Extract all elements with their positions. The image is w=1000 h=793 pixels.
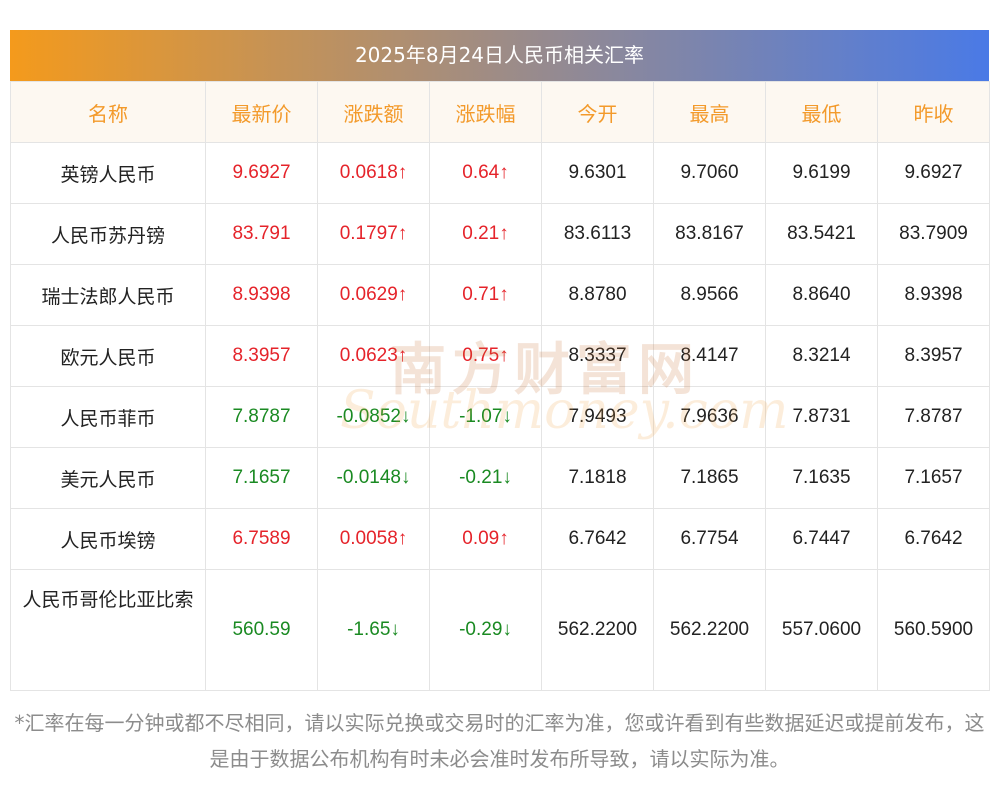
cell-pct: 0.71↑ [429, 264, 542, 326]
cell-low: 83.5421 [765, 203, 878, 265]
header-pct: 涨跌幅 [429, 81, 542, 143]
cell-latest: 8.9398 [205, 264, 318, 326]
cell-name: 欧元人民币 [10, 325, 206, 387]
cell-open: 9.6301 [541, 142, 654, 204]
header-name: 名称 [10, 81, 206, 143]
table-row: 人民币埃镑 6.7589 0.0058↑ 0.09↑ 6.7642 6.7754 6.744… [10, 508, 990, 570]
cell-low: 9.6199 [765, 142, 878, 204]
cell-high: 8.4147 [653, 325, 766, 387]
header-low: 最低 [765, 81, 878, 143]
table-row: 英镑人民币 9.6927 0.0618↑ 0.64↑ 9.6301 9.7060 9.619… [10, 142, 990, 204]
header-change: 涨跌额 [317, 81, 430, 143]
cell-name: 人民币苏丹镑 [10, 203, 206, 265]
cell-name: 美元人民币 [10, 447, 206, 509]
cell-high: 7.1865 [653, 447, 766, 509]
cell-prev: 83.7909 [877, 203, 990, 265]
cell-prev: 6.7642 [877, 508, 990, 570]
cell-open: 83.6113 [541, 203, 654, 265]
table-row: 人民币菲币 7.8787 -0.0852↓ -1.07↓ 7.9493 7.9636 7.8… [10, 386, 990, 448]
cell-change: 0.1797↑ [317, 203, 430, 265]
cell-name: 人民币埃镑 [10, 508, 206, 570]
cell-prev: 560.5900 [877, 569, 990, 691]
cell-latest: 83.791 [205, 203, 318, 265]
cell-pct: 0.75↑ [429, 325, 542, 387]
cell-high: 8.9566 [653, 264, 766, 326]
table-row: 欧元人民币 8.3957 0.0623↑ 0.75↑ 8.3337 8.4147 8.321… [10, 325, 990, 387]
cell-low: 8.8640 [765, 264, 878, 326]
cell-latest: 6.7589 [205, 508, 318, 570]
cell-pct: -1.07↓ [429, 386, 542, 448]
cell-prev: 8.9398 [877, 264, 990, 326]
table-header-row: 名称 最新价 涨跌额 涨跌幅 今开 最高 最低 昨收 [10, 81, 990, 143]
table-row: 美元人民币 7.1657 -0.0148↓ -0.21↓ 7.1818 7.1865 7.1… [10, 447, 990, 509]
cell-low: 7.8731 [765, 386, 878, 448]
cell-open: 7.9493 [541, 386, 654, 448]
cell-name: 人民币哥伦比亚比索 [10, 569, 206, 691]
table-row: 人民币苏丹镑 83.791 0.1797↑ 0.21↑ 83.6113 83.8167 83… [10, 203, 990, 265]
cell-change: 0.0623↑ [317, 325, 430, 387]
cell-change: 0.0618↑ [317, 142, 430, 204]
cell-pct: 0.09↑ [429, 508, 542, 570]
rate-table: 名称 最新价 涨跌额 涨跌幅 今开 最高 最低 昨收 英镑人民币 9.6927 0.… [10, 81, 990, 691]
header-high: 最高 [653, 81, 766, 143]
cell-name: 瑞士法郎人民币 [10, 264, 206, 326]
cell-change: 0.0058↑ [317, 508, 430, 570]
cell-prev: 7.8787 [877, 386, 990, 448]
cell-open: 6.7642 [541, 508, 654, 570]
cell-name: 英镑人民币 [10, 142, 206, 204]
header-latest: 最新价 [205, 81, 318, 143]
cell-high: 6.7754 [653, 508, 766, 570]
cell-name: 人民币菲币 [10, 386, 206, 448]
cell-prev: 9.6927 [877, 142, 990, 204]
cell-low: 8.3214 [765, 325, 878, 387]
cell-latest: 8.3957 [205, 325, 318, 387]
cell-change: 0.0629↑ [317, 264, 430, 326]
rate-panel: 2025年8月24日人民币相关汇率 名称 最新价 涨跌额 涨跌幅 今开 最高 最… [10, 30, 990, 691]
cell-change: -0.0148↓ [317, 447, 430, 509]
cell-pct: -0.21↓ [429, 447, 542, 509]
page-title: 2025年8月24日人民币相关汇率 [10, 30, 989, 81]
cell-prev: 8.3957 [877, 325, 990, 387]
table-row: 瑞士法郎人民币 8.9398 0.0629↑ 0.71↑ 8.8780 8.9566 8.8… [10, 264, 990, 326]
cell-change: -1.65↓ [317, 569, 430, 691]
cell-latest: 9.6927 [205, 142, 318, 204]
cell-open: 8.8780 [541, 264, 654, 326]
cell-open: 562.2200 [541, 569, 654, 691]
header-open: 今开 [541, 81, 654, 143]
cell-open: 7.1818 [541, 447, 654, 509]
cell-low: 7.1635 [765, 447, 878, 509]
cell-high: 562.2200 [653, 569, 766, 691]
table-row: 人民币哥伦比亚比索 560.59 -1.65↓ -0.29↓ 562.2200 562.2… [10, 569, 990, 691]
cell-high: 7.9636 [653, 386, 766, 448]
cell-latest: 7.1657 [205, 447, 318, 509]
cell-high: 9.7060 [653, 142, 766, 204]
cell-prev: 7.1657 [877, 447, 990, 509]
cell-open: 8.3337 [541, 325, 654, 387]
cell-latest: 7.8787 [205, 386, 318, 448]
cell-change: -0.0852↓ [317, 386, 430, 448]
cell-pct: 0.21↑ [429, 203, 542, 265]
cell-pct: -0.29↓ [429, 569, 542, 691]
cell-latest: 560.59 [205, 569, 318, 691]
footnote: *汇率在每一分钟或都不尽相同，请以实际兑换或交易时的汇率为准，您或许看到有些数据… [14, 711, 985, 771]
cell-low: 557.0600 [765, 569, 878, 691]
cell-high: 83.8167 [653, 203, 766, 265]
header-prev: 昨收 [877, 81, 990, 143]
cell-pct: 0.64↑ [429, 142, 542, 204]
cell-low: 6.7447 [765, 508, 878, 570]
